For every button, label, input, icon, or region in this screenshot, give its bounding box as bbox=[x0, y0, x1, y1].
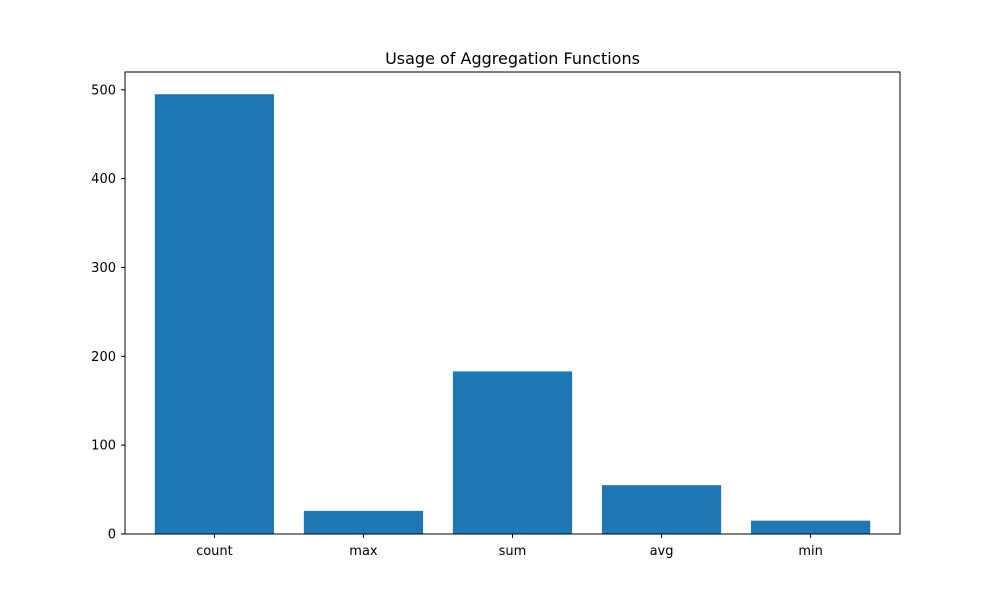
y-axis: 0 100 200 300 400 500 bbox=[91, 83, 125, 543]
y-tick-label: 100 bbox=[91, 439, 116, 454]
y-tick-label: 500 bbox=[91, 83, 116, 98]
y-tick-label: 300 bbox=[91, 261, 116, 276]
x-tick-label: sum bbox=[499, 544, 527, 559]
bar-max bbox=[303, 510, 424, 534]
x-tick-label: min bbox=[798, 544, 823, 559]
x-tick-label: avg bbox=[650, 544, 674, 559]
x-tick-label: count bbox=[196, 544, 233, 559]
chart-title: Usage of Aggregation Functions bbox=[385, 49, 640, 68]
y-tick-label: 0 bbox=[108, 528, 116, 543]
bar-min bbox=[750, 520, 871, 534]
y-tick-label: 400 bbox=[91, 172, 116, 187]
x-axis: count max sum avg min bbox=[196, 534, 823, 559]
bar-sum bbox=[452, 371, 573, 534]
x-tick-label: max bbox=[349, 544, 378, 559]
bar-count bbox=[154, 94, 275, 534]
bars-group bbox=[154, 94, 871, 534]
y-tick-label: 200 bbox=[91, 350, 116, 365]
plot-frame bbox=[124, 71, 901, 535]
bar-avg bbox=[601, 485, 722, 534]
